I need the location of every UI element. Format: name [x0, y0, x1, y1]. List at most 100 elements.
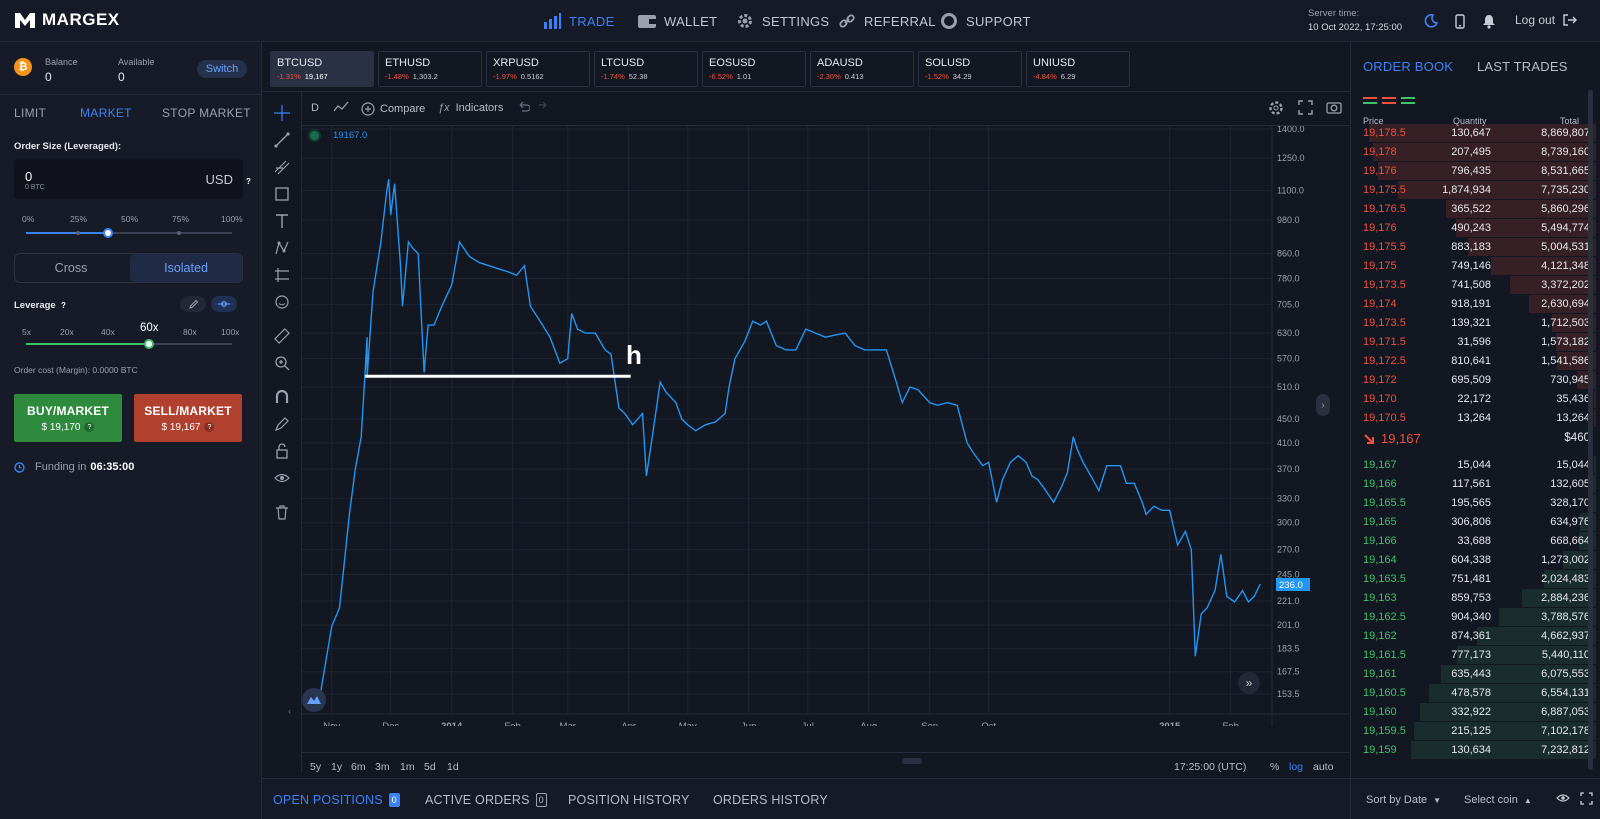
camera-icon[interactable] — [1326, 100, 1342, 114]
chart-settings-icon[interactable] — [1268, 100, 1284, 116]
ask-row[interactable]: 19,170.5 13,264 13,264 — [1351, 409, 1596, 428]
prediction-icon[interactable] — [273, 266, 291, 284]
ask-row[interactable]: 19,172 695,509 730,945 — [1351, 371, 1596, 390]
range-5d[interactable]: 5d — [424, 761, 436, 773]
leverage-5x[interactable]: 5x — [22, 327, 31, 337]
margex-watermark-icon[interactable] — [302, 688, 326, 712]
ruler-icon[interactable] — [273, 327, 291, 345]
size-pct-0[interactable]: 0% — [22, 214, 35, 224]
compare-button[interactable]: Compare — [361, 102, 425, 116]
interval-button[interactable]: D — [311, 102, 319, 114]
size-slider-track[interactable] — [26, 232, 232, 234]
scroll-to-end-icon[interactable]: » — [1238, 672, 1260, 694]
chart-style-icon[interactable] — [333, 100, 349, 114]
order-size-input[interactable]: 0 0 BTC USD — [14, 159, 243, 199]
indicators-button[interactable]: ƒx Indicators — [438, 102, 503, 114]
range-3m[interactable]: 3m — [375, 761, 390, 773]
switch-button[interactable]: Switch — [197, 60, 247, 78]
ask-row[interactable]: 19,176.5 365,522 5,860,296 — [1351, 200, 1596, 219]
magnet-icon[interactable] — [273, 388, 291, 406]
leverage-slider-handle[interactable] — [144, 339, 154, 349]
tab-active-orders[interactable]: ACTIVE ORDERS 0 — [425, 793, 547, 807]
ticker-ltcusd[interactable]: LTCUSD -1.74% 52.38 — [594, 51, 698, 87]
bid-row[interactable]: 19,162.5 904,340 3,788,576 — [1351, 608, 1596, 627]
draw-lock-icon[interactable] — [273, 415, 291, 433]
slider-mode-icon[interactable] — [211, 296, 237, 312]
bid-row[interactable]: 19,165.5 195,565 328,170 — [1351, 494, 1596, 513]
bid-row[interactable]: 19,167 15,044 15,044 — [1351, 456, 1596, 475]
tab-last-trades[interactable]: LAST TRADES — [1477, 59, 1568, 74]
bid-row[interactable]: 19,160.5 478,578 6,554,131 — [1351, 684, 1596, 703]
ticker-adausd[interactable]: ADAUSD -2.36% 0.413 — [810, 51, 914, 87]
bid-row[interactable]: 19,159 130,634 7,232,812 — [1351, 741, 1596, 760]
emoji-icon[interactable] — [273, 293, 291, 311]
ask-row[interactable]: 19,175.5 883,183 5,004,531 — [1351, 238, 1596, 257]
range-1d[interactable]: 1d — [447, 761, 459, 773]
redo-icon[interactable] — [536, 100, 550, 114]
tab-open-positions[interactable]: OPEN POSITIONS 0 — [273, 793, 400, 807]
sell-market-button[interactable]: SELL/MARKET $ 19,167? — [134, 394, 242, 442]
bid-row[interactable]: 19,161.5 777,173 5,440,110 — [1351, 646, 1596, 665]
ask-row[interactable]: 19,173.5 741,508 3,372,202 — [1351, 276, 1596, 295]
view-asks-icon[interactable] — [1382, 94, 1396, 104]
crosshair-icon[interactable] — [273, 104, 291, 122]
mobile-icon[interactable] — [1451, 12, 1469, 30]
select-coin-dropdown[interactable]: Select coin ▲ — [1464, 794, 1532, 806]
size-slider-handle[interactable] — [103, 228, 113, 238]
ask-row[interactable]: 19,176 796,435 8,531,665 — [1351, 162, 1596, 181]
ask-row[interactable]: 19,173.5 139,321 1,712,503 — [1351, 314, 1596, 333]
leverage-40x[interactable]: 40x — [101, 327, 115, 337]
bid-row[interactable]: 19,160 332,922 6,887,053 — [1351, 703, 1596, 722]
bell-icon[interactable] — [1480, 12, 1498, 30]
tab-market[interactable]: MARKET — [80, 106, 132, 120]
ask-row[interactable]: 19,172.5 810,641 1,541,586 — [1351, 352, 1596, 371]
range-6m[interactable]: 6m — [351, 761, 366, 773]
expand-icon[interactable] — [1580, 792, 1593, 805]
size-pct-25[interactable]: 25% — [70, 214, 88, 224]
nav-referral[interactable]: REFERRAL — [838, 12, 936, 30]
bid-row[interactable]: 19,165 306,806 634,976 — [1351, 513, 1596, 532]
range-1y[interactable]: 1y — [331, 761, 343, 773]
bid-row[interactable]: 19,162 874,361 4,662,937 — [1351, 627, 1596, 646]
rectangle-icon[interactable] — [273, 185, 291, 203]
leverage-help-icon[interactable]: ? — [61, 301, 66, 310]
nav-wallet[interactable]: WALLET — [638, 12, 717, 30]
view-both-icon[interactable] — [1363, 94, 1377, 104]
lock-icon[interactable] — [273, 442, 291, 460]
tab-stop-market[interactable]: STOP MARKET — [162, 106, 251, 120]
ask-row[interactable]: 19,176 490,243 5,494,774 — [1351, 219, 1596, 238]
bid-row[interactable]: 19,159.5 215,125 7,102,178 — [1351, 722, 1596, 741]
ask-row[interactable]: 19,175.5 1,874,934 7,735,230 — [1351, 181, 1596, 200]
tab-limit[interactable]: LIMIT — [14, 106, 47, 120]
tab-position-history[interactable]: POSITION HISTORY — [568, 793, 690, 807]
leverage-80x[interactable]: 80x — [183, 327, 197, 337]
tab-order-book[interactable]: ORDER BOOK — [1363, 59, 1454, 74]
logout-button[interactable]: Log out — [1515, 13, 1578, 27]
range-1m[interactable]: 1m — [400, 761, 415, 773]
size-pct-50[interactable]: 50% — [121, 214, 139, 224]
bid-row[interactable]: 19,166 33,688 668,664 — [1351, 532, 1596, 551]
margin-mode-cross[interactable]: Cross — [54, 261, 88, 275]
eye-icon[interactable] — [273, 469, 291, 487]
fullscreen-icon[interactable] — [1298, 100, 1313, 115]
size-pct-75[interactable]: 75% — [172, 214, 190, 224]
ask-row[interactable]: 19,174 918,191 2,630,694 — [1351, 295, 1596, 314]
bid-row[interactable]: 19,166 117,561 132,605 — [1351, 475, 1596, 494]
trash-icon[interactable] — [273, 503, 291, 521]
zoom-in-icon[interactable] — [273, 354, 291, 372]
pencil-icon[interactable] — [180, 296, 206, 312]
percent-scale-toggle[interactable]: % — [1270, 761, 1280, 773]
expand-right-icon[interactable]: › — [1316, 394, 1330, 416]
ask-row[interactable]: 19,170 22,172 35,436 — [1351, 390, 1596, 409]
eye-toggle-icon[interactable] — [1556, 793, 1570, 803]
price-chart[interactable]: 1400.0 1250.0 1100.0 980.0 860.0 780.0 705.0 63… — [288, 126, 1350, 764]
ticker-solusd[interactable]: SOLUSD -1.52% 34.29 — [918, 51, 1022, 87]
order-size-help-icon[interactable]: ? — [246, 177, 251, 186]
size-pct-100[interactable]: 100% — [221, 214, 243, 224]
text-icon[interactable] — [273, 212, 291, 230]
leverage-100x[interactable]: 100x — [221, 327, 240, 337]
tab-orders-history[interactable]: ORDERS HISTORY — [713, 793, 828, 807]
nav-support[interactable]: SUPPORT — [940, 12, 1031, 30]
ask-row[interactable]: 19,178.5 130,647 8,869,807 — [1351, 124, 1596, 143]
nav-trade[interactable]: TRADE — [543, 12, 615, 30]
